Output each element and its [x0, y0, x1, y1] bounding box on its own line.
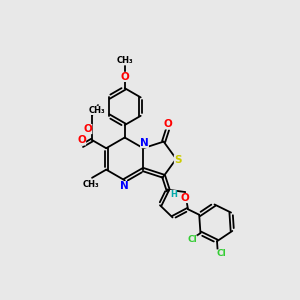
Text: Cl: Cl — [216, 250, 226, 259]
Text: O: O — [83, 124, 92, 134]
Text: Cl: Cl — [188, 236, 197, 244]
Text: N: N — [140, 138, 149, 148]
Text: O: O — [77, 135, 86, 145]
Text: CH₃: CH₃ — [88, 106, 105, 115]
Text: CH₃: CH₃ — [82, 180, 99, 189]
Text: O: O — [181, 193, 189, 203]
Text: O: O — [120, 72, 129, 82]
Text: N: N — [120, 181, 129, 191]
Text: O: O — [163, 119, 172, 129]
Text: CH₃: CH₃ — [117, 56, 134, 65]
Text: H: H — [170, 190, 177, 199]
Text: S: S — [174, 154, 182, 164]
